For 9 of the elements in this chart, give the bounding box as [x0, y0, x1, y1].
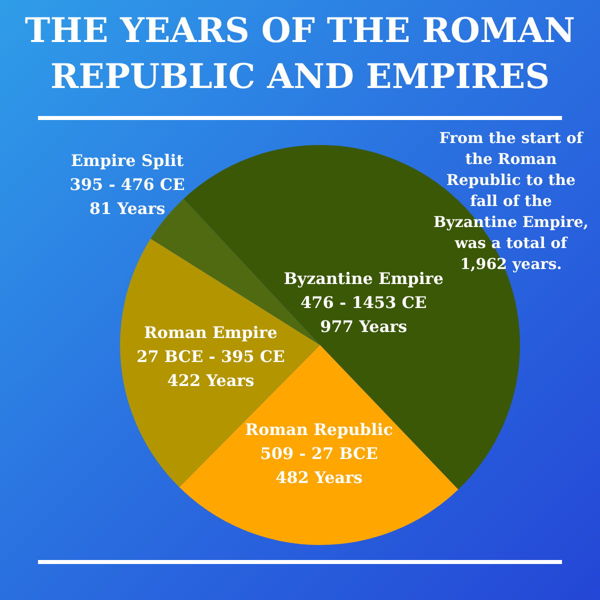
slice-label: Roman Empire 27 BCE - 395 CE [136, 322, 285, 366]
slice-label: Empire Split 395 - 476 CE [70, 150, 185, 194]
data-label: 482 Years [276, 468, 363, 488]
slice-label: Byzantine Empire 476 - 1453 CE [284, 268, 444, 312]
data-label: 81 Years [89, 198, 166, 218]
slice-label: Roman Republic 509 - 27 BCE [245, 420, 394, 464]
data-label: 977 Years [320, 316, 408, 336]
data-label: 422 Years [167, 370, 254, 390]
chart-title: THE YEARS OF THE ROMAN REPUBLIC AND EMPIRES [24, 10, 576, 99]
